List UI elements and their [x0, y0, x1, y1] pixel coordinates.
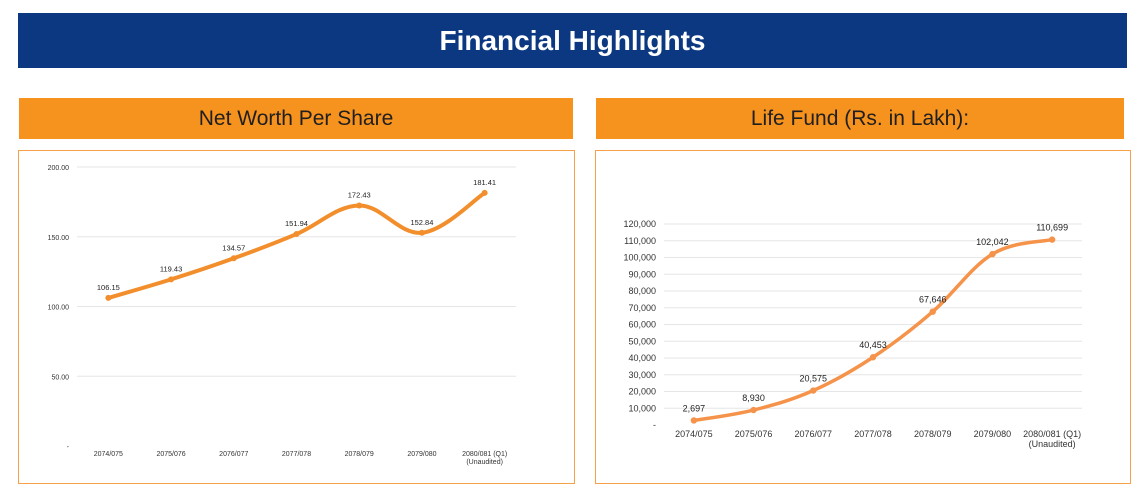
chart0-y-tick-label: - [67, 444, 70, 451]
chart0-data-label: 119.43 [160, 264, 182, 273]
chart0-data-point [481, 189, 488, 196]
chart1-data-point [929, 308, 936, 315]
chart0-y-tick-label: 200.00 [48, 165, 70, 172]
net-worth-title: Net Worth Per Share [198, 106, 394, 130]
life-fund-chart: - 10,000 20,000 30,000 40,000 50,000 60,000 70,… [623, 219, 1082, 449]
chart0-data-point [418, 229, 425, 236]
net-worth-chart: - 50.00 100.00 150.00 200.00 2074/075 2075/076… [48, 165, 516, 466]
chart1-data-label: 2,697 [683, 403, 706, 413]
chart0-series-line [106, 190, 487, 300]
chart1-data-label: 102,042 [976, 237, 1009, 247]
chart1-data-point [989, 250, 996, 258]
chart0-data-label: 151.94 [285, 219, 308, 228]
chart1-data-point [1048, 236, 1056, 243]
chart1-data-label: 67,646 [919, 295, 947, 305]
chart0-data-label: 106.15 [97, 283, 120, 292]
life-fund-chart-panel: - 10,000 20,000 30,000 40,000 50,000 60,000 70,… [595, 150, 1131, 484]
chart0-data-label: 134.57 [222, 243, 245, 252]
chart1-data-label: 8,930 [742, 393, 765, 403]
chart0-x-tick-label: 2079/080 [407, 451, 436, 458]
chart1-y-tick-label: 40,000 [628, 353, 656, 363]
chart1-x-tick-label: 2074/075 [675, 429, 713, 439]
chart1-x-tick-label: 2075/076 [735, 429, 773, 439]
chart0-data-point [293, 231, 300, 238]
chart1-y-tick-label: 100,000 [623, 253, 656, 263]
net-worth-header: Net Worth Per Share [19, 98, 573, 139]
chart1-data-point [690, 417, 698, 424]
chart1-data-label: 20,575 [800, 374, 828, 384]
chart1-y-tick-label: 10,000 [628, 403, 656, 413]
chart1-data-point [810, 387, 817, 394]
life-fund-title: Life Fund (Rs. in Lakh): [750, 106, 970, 130]
chart0-x-tick-label: 2076/077 [219, 451, 248, 458]
chart1-y-tick-label: 50,000 [628, 336, 656, 346]
page-banner: Financial Highlights [18, 13, 1127, 68]
chart0-y-tick-label: 50.00 [51, 374, 69, 381]
chart0-data-point [356, 202, 363, 209]
chart0-data-point [105, 294, 112, 301]
page-title: Financial Highlights [439, 24, 706, 56]
chart1-y-tick-label: 60,000 [628, 320, 656, 330]
chart1-y-tick-label: 30,000 [628, 370, 656, 380]
chart0-x-tick-label: 2077/078 [282, 451, 311, 458]
chart1-data-point [750, 406, 757, 414]
chart0-data-label: 152.84 [410, 218, 433, 227]
chart0-x-tick-label: 2075/076 [156, 451, 185, 458]
chart0-data-label: 181.41 [473, 178, 496, 187]
chart1-y-tick-label: 120,000 [623, 219, 656, 229]
chart0-data-point [230, 255, 237, 262]
chart0-x-tick-label: 2080/081 (Q1) (Unaudited) [462, 451, 507, 466]
chart1-x-tick-label: 2076/077 [795, 429, 833, 439]
net-worth-chart-panel: - 50.00 100.00 150.00 200.00 2074/075 2075/076… [18, 150, 575, 484]
chart0-y-tick-label: 150.00 [48, 235, 70, 242]
life-fund-header: Life Fund (Rs. in Lakh): [596, 98, 1124, 139]
chart1-data-label: 110,699 [1036, 223, 1068, 233]
chart0-x-tick-label: 2074/075 [94, 451, 123, 458]
chart1-y-tick-label: 70,000 [628, 303, 656, 313]
chart1-x-tick-label: 2080/081 (Q1) (Unaudited) [1023, 429, 1081, 449]
chart0-x-tick-label: 2078/079 [345, 451, 374, 458]
chart1-x-tick-label: 2077/078 [854, 429, 892, 439]
chart0-y-tick-label: 100.00 [48, 305, 70, 312]
chart0-data-point [168, 276, 175, 283]
chart1-y-tick-label: 110,000 [624, 236, 656, 246]
chart1-data-label: 40,453 [859, 340, 887, 350]
chart1-data-point [869, 354, 877, 361]
chart1-y-tick-label: 90,000 [628, 269, 656, 279]
chart1-x-tick-label: 2079/080 [974, 429, 1012, 439]
chart0-data-label: 172.43 [348, 190, 371, 199]
chart1-x-tick-label: 2078/079 [914, 429, 952, 439]
chart1-y-tick-label: 20,000 [628, 387, 656, 397]
chart1-y-tick-label: 80,000 [628, 286, 656, 296]
chart1-y-tick-label: - [653, 420, 656, 430]
